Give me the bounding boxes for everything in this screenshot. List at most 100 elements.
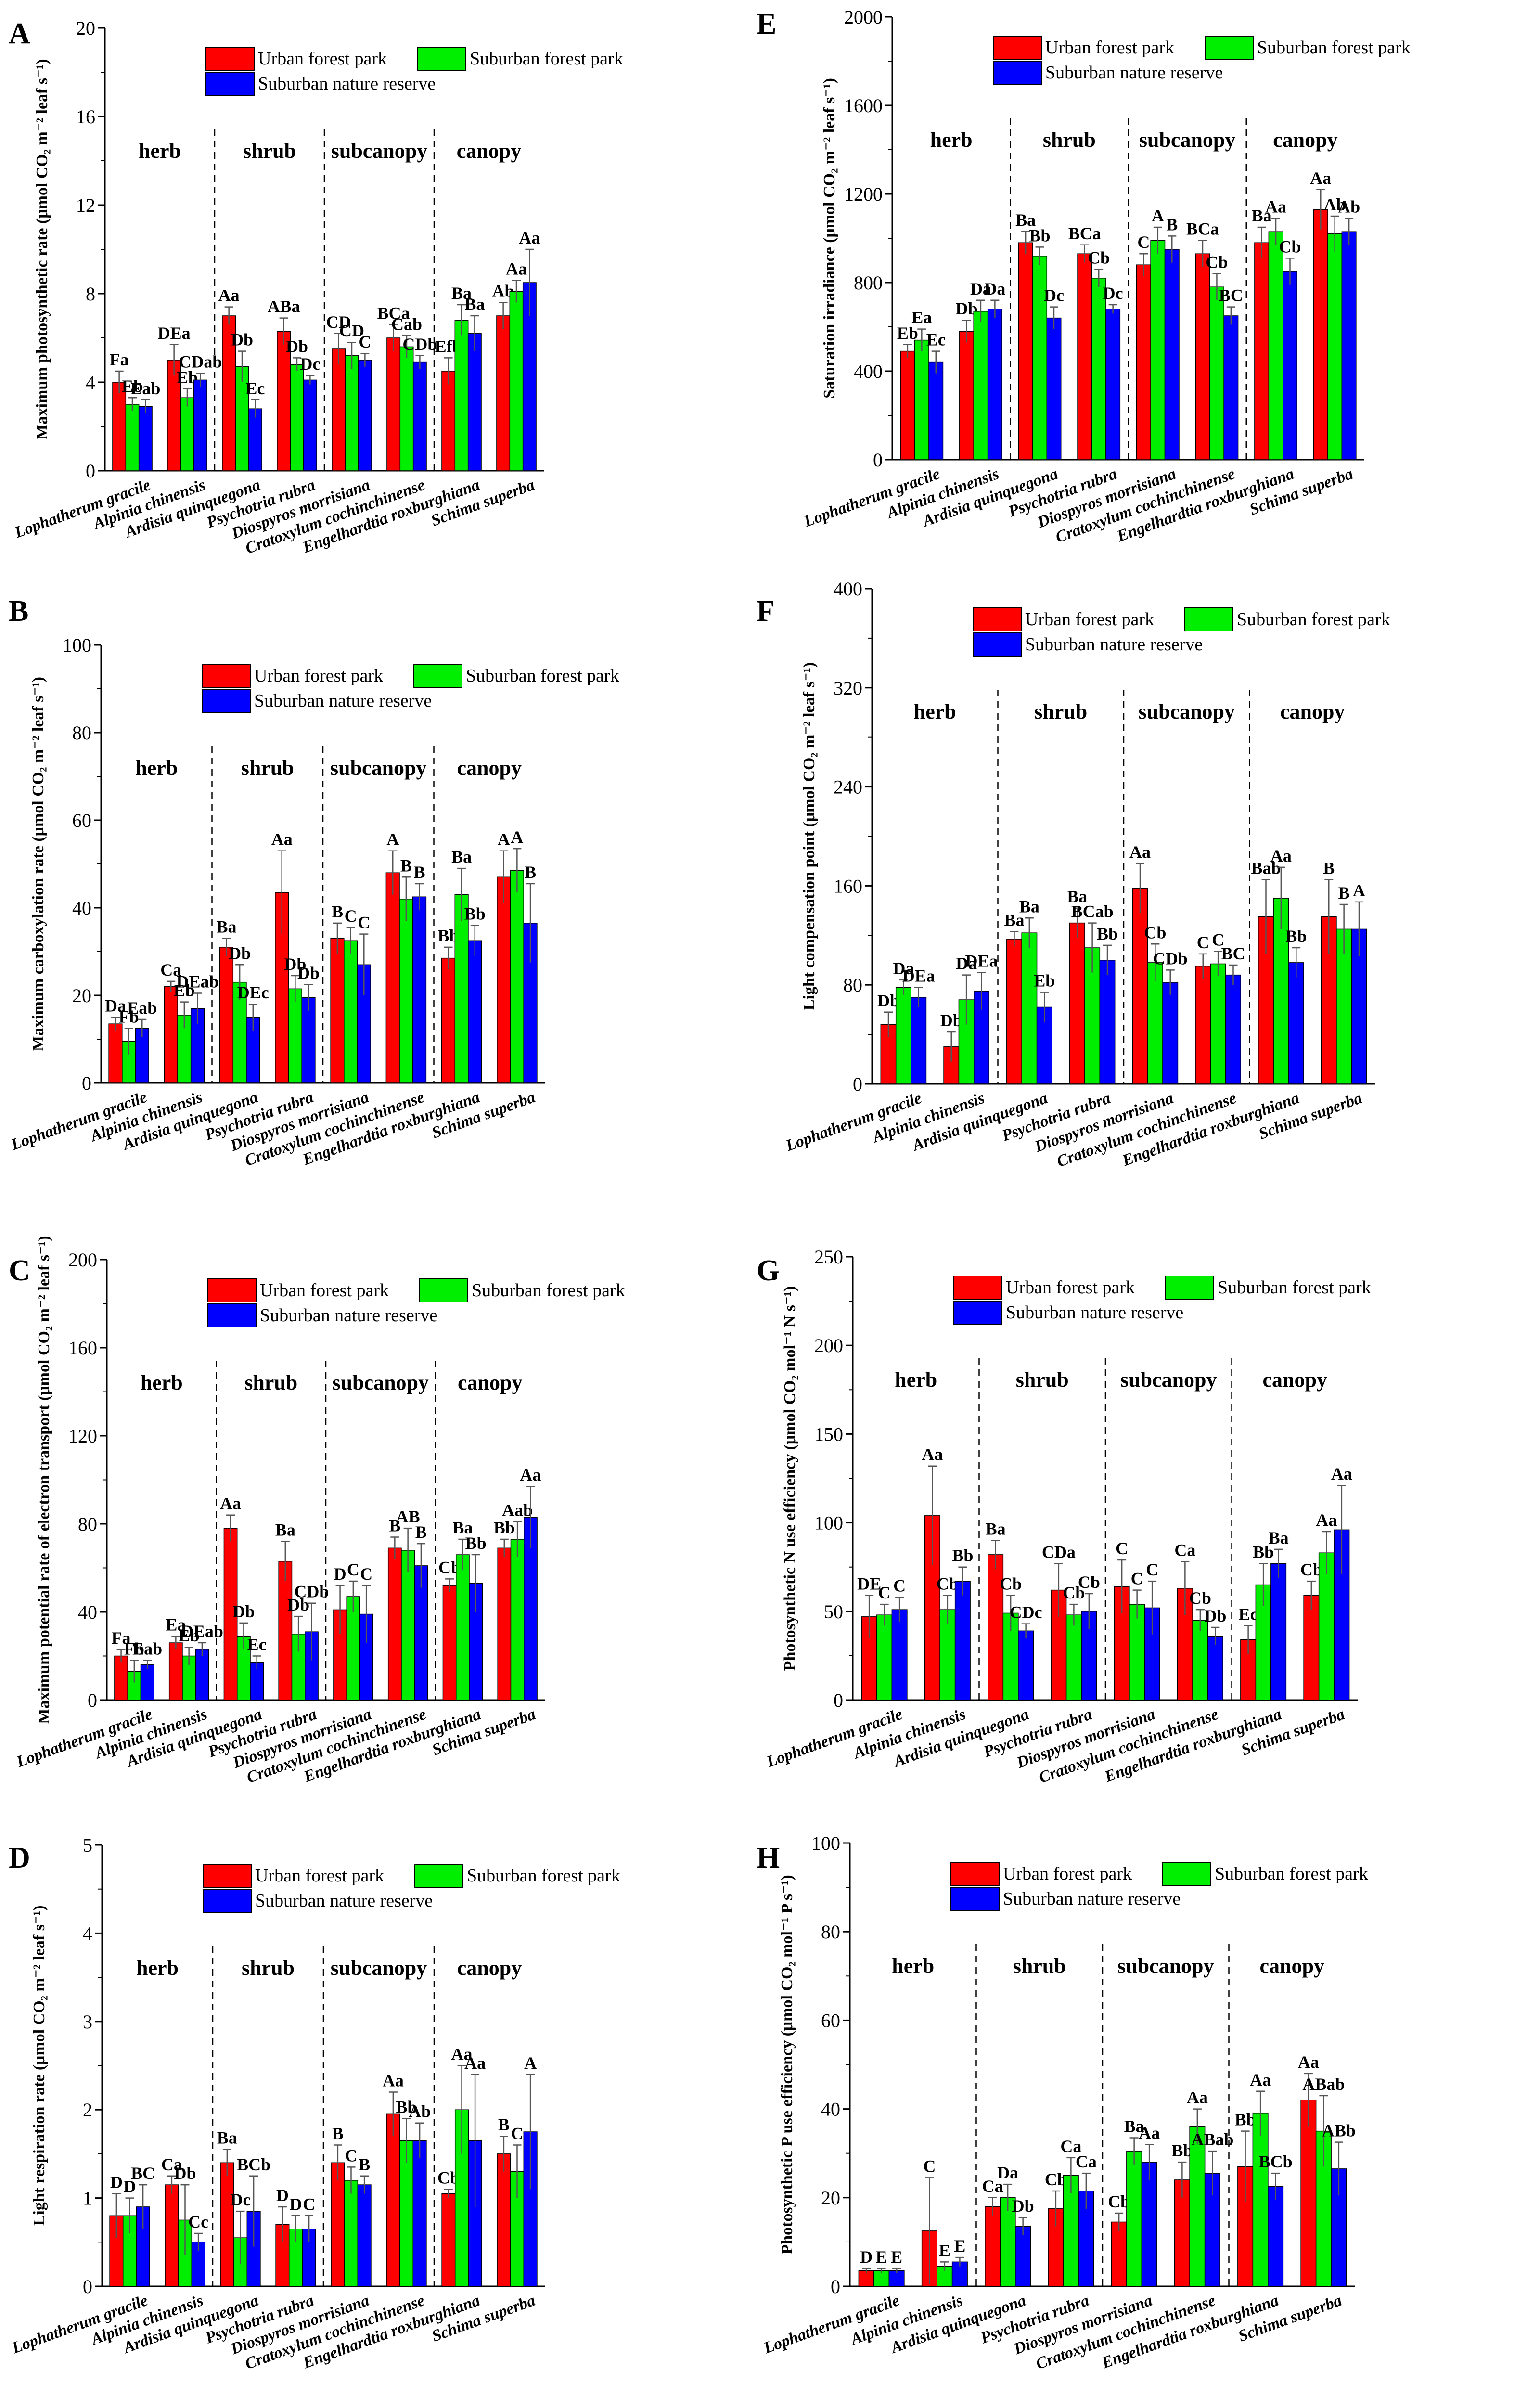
legend-swatch (1165, 1276, 1214, 1300)
data-label: Db (284, 954, 306, 974)
bar (510, 870, 524, 1083)
data-label: D (276, 2186, 289, 2205)
data-label: Aa (1187, 2088, 1208, 2107)
group-label-shrub: shrub (1016, 1368, 1069, 1392)
group-label-shrub: shrub (1043, 128, 1096, 152)
data-label: Bb (464, 904, 486, 923)
data-label: Da (997, 2163, 1018, 2182)
data-label: Ec (245, 379, 265, 398)
legend-label: Urban forest park (1003, 1864, 1132, 1884)
group-label-canopy: canopy (457, 139, 521, 163)
y-axis-label: Photosynthetic N use efficiency (μmol CO… (781, 1286, 799, 1671)
data-label: Bb (1097, 924, 1118, 943)
bar (164, 986, 178, 1083)
bar (412, 2140, 427, 2287)
bar (125, 404, 140, 471)
bar (468, 940, 482, 1083)
bar (441, 371, 456, 471)
data-label: BCb (1259, 2152, 1293, 2171)
bar (399, 346, 414, 471)
data-label: BCab (1071, 902, 1114, 921)
group-label-subcanopy: subcanopy (1138, 700, 1235, 723)
y-tick-label: 80 (78, 1513, 97, 1535)
data-label: Da (970, 279, 991, 298)
data-label: Fb (119, 1007, 139, 1026)
data-label: Aa (1250, 2070, 1271, 2089)
data-label: Db (229, 943, 251, 963)
data-label: Cb (1206, 253, 1228, 272)
bar (1268, 231, 1283, 460)
bar (1141, 2162, 1157, 2287)
bar (1192, 1620, 1208, 1701)
data-label: Cb (1279, 237, 1301, 256)
bar (1195, 966, 1211, 1084)
legend-label: Suburban forest park (472, 1280, 625, 1301)
panel-letter: D (9, 1842, 30, 1874)
y-tick-label: 2 (83, 2099, 92, 2121)
bar (1150, 240, 1166, 460)
bar (1136, 264, 1151, 460)
bar (412, 361, 427, 471)
legend-label: Urban forest park (1025, 609, 1154, 630)
data-label: C (359, 332, 371, 351)
legend-swatch (205, 47, 255, 71)
data-label: Eb (897, 323, 918, 343)
data-label: Ab (1324, 195, 1346, 214)
data-label: B (415, 1522, 427, 1542)
y-tick-label: 160 (68, 1337, 97, 1359)
bar (441, 957, 456, 1083)
data-label: Ea (911, 308, 932, 327)
panel-letter: H (757, 1842, 780, 1874)
bar (895, 987, 911, 1084)
bar (914, 339, 929, 460)
legend-swatch (203, 1864, 252, 1888)
legend-label: Suburban nature reserve (1003, 1889, 1181, 1909)
data-label: C (1116, 1539, 1128, 1558)
data-label: ABa (268, 297, 300, 316)
y-tick-label: 0 (88, 1689, 97, 1711)
legend-swatch (1162, 1862, 1211, 1886)
y-axis-label: Photosynthetic P use efficiency (μmol CO… (778, 1875, 796, 2254)
data-label: Ba (451, 284, 472, 303)
y-tick-label: 400 (854, 361, 883, 382)
bar (1015, 2226, 1031, 2287)
data-label: Eab (130, 379, 160, 398)
data-label: Da (984, 279, 1005, 298)
data-label: C (347, 1560, 359, 1579)
bar (1288, 962, 1304, 1084)
bar (220, 2162, 234, 2287)
y-tick-label: 200 (68, 1249, 97, 1271)
data-label: CDa (1042, 1542, 1076, 1561)
bar (441, 2193, 456, 2287)
data-label: A (386, 830, 399, 849)
data-label: Ec (1239, 1604, 1258, 1624)
bar (1252, 2113, 1269, 2287)
legend-label: Suburban forest park (1215, 1864, 1368, 1884)
y-tick-label: 12 (76, 194, 95, 216)
bar (1091, 278, 1106, 460)
bar (399, 899, 413, 1083)
data-label: Dc (300, 354, 320, 374)
data-label: Aa (1139, 2123, 1160, 2142)
y-tick-label: 800 (854, 272, 883, 294)
data-label: Bb (952, 1546, 973, 1565)
bar (455, 1554, 470, 1701)
bar (988, 1554, 1004, 1701)
data-label: Eb (122, 376, 143, 396)
bar (1318, 1552, 1335, 1701)
data-label: Ba (1067, 887, 1087, 906)
y-axis-label: Saturation irradiance (μmol CO₂ m⁻² leaf… (821, 78, 838, 399)
data-label: Db (231, 330, 253, 349)
data-label: Ca (1076, 2152, 1097, 2171)
bar (414, 1565, 428, 1701)
data-label: Cb (1189, 1588, 1211, 1608)
data-label: Aa (451, 2045, 473, 2064)
bar (497, 2153, 511, 2287)
data-label: Bb (1029, 226, 1051, 245)
group-label-canopy: canopy (457, 756, 522, 780)
bar (278, 1561, 293, 1701)
group-label-canopy: canopy (1263, 1368, 1327, 1392)
bar (1018, 1630, 1034, 1701)
bar (1313, 209, 1328, 460)
legend-label: Urban forest park (255, 1866, 384, 1886)
